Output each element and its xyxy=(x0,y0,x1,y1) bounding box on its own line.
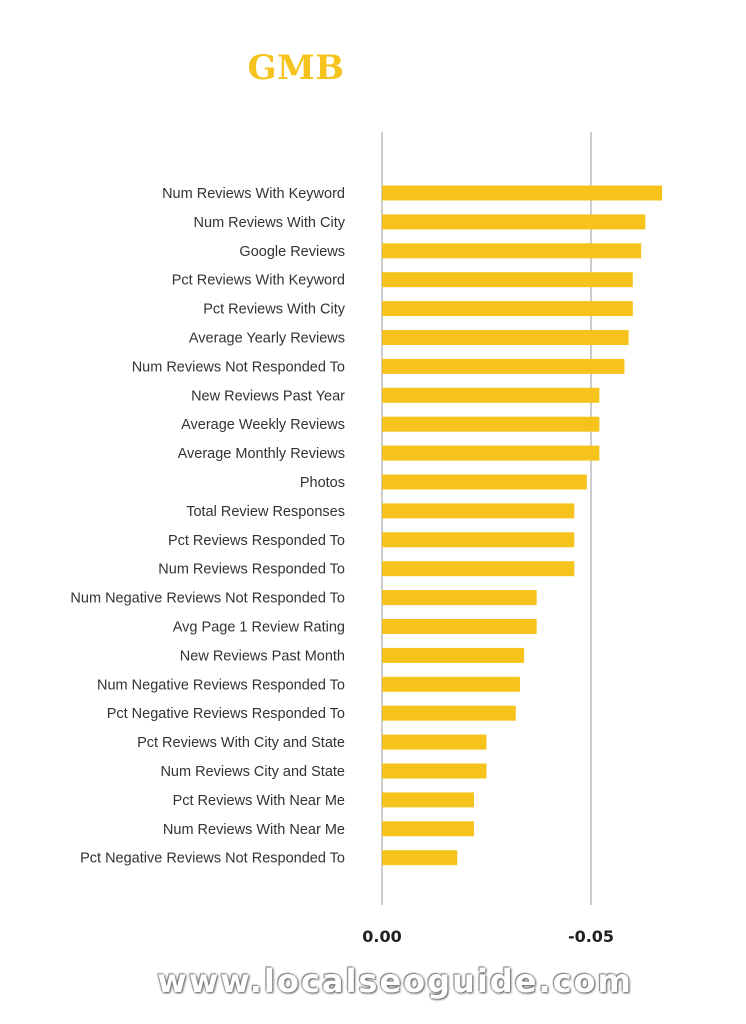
category-label: Average Yearly Reviews xyxy=(189,331,345,347)
category-label: Average Monthly Reviews xyxy=(178,446,345,462)
bar xyxy=(382,416,600,432)
bar xyxy=(382,474,587,490)
category-label: Avg Page 1 Review Rating xyxy=(173,620,345,636)
bar xyxy=(382,358,625,374)
chart-title: GMB xyxy=(247,48,345,88)
watermark: www.localseoguide.com xyxy=(157,962,633,1000)
category-label: Pct Reviews With City and State xyxy=(137,735,345,751)
category-label: Num Reviews Responded To xyxy=(158,562,345,578)
x-tick-label: 0.00 xyxy=(362,927,401,946)
category-label: Num Negative Reviews Not Responded To xyxy=(70,591,345,607)
category-label: Total Review Responses xyxy=(186,504,345,520)
category-label: New Reviews Past Year xyxy=(191,388,345,404)
category-label: Pct Negative Reviews Not Responded To xyxy=(80,851,345,867)
bar xyxy=(382,763,487,779)
bar xyxy=(382,561,575,577)
bar xyxy=(382,214,646,230)
category-label: Num Reviews With City xyxy=(194,215,346,231)
category-label: Google Reviews xyxy=(239,244,345,260)
category-label: Average Weekly Reviews xyxy=(181,417,345,433)
category-label: Num Negative Reviews Responded To xyxy=(97,677,345,693)
bar xyxy=(382,272,633,288)
category-label: Pct Reviews With Near Me xyxy=(173,793,345,809)
category-label: Pct Reviews Responded To xyxy=(168,533,345,549)
bar xyxy=(382,301,633,317)
category-label: Pct Reviews With City xyxy=(203,302,346,318)
bar xyxy=(382,619,537,634)
x-tick-label: -0.05 xyxy=(568,927,614,946)
bar xyxy=(382,850,458,866)
bar xyxy=(382,676,520,692)
bar xyxy=(382,792,474,808)
category-label: Num Reviews With Near Me xyxy=(163,822,345,838)
category-label: Num Reviews City and State xyxy=(160,764,345,780)
bar xyxy=(382,734,487,750)
bar xyxy=(382,590,537,606)
category-label: Photos xyxy=(300,475,345,491)
bar xyxy=(382,445,600,461)
bar xyxy=(382,647,525,663)
bar xyxy=(382,503,575,519)
bar xyxy=(382,705,516,721)
category-label: Pct Reviews With Keyword xyxy=(172,273,345,289)
bar xyxy=(382,821,474,837)
category-label: Pct Negative Reviews Responded To xyxy=(107,706,345,722)
bar xyxy=(382,532,575,548)
bar xyxy=(382,387,600,403)
bar xyxy=(382,243,642,259)
category-label: Num Reviews With Keyword xyxy=(162,186,345,202)
category-label: New Reviews Past Month xyxy=(180,648,345,664)
bar xyxy=(382,185,663,201)
category-label: Num Reviews Not Responded To xyxy=(132,359,345,375)
bar xyxy=(382,330,629,345)
